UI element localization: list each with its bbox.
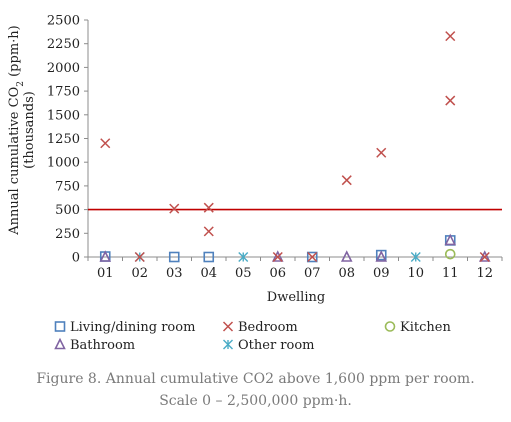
legend-label: Other room [238, 338, 315, 353]
legend-marker [223, 339, 233, 350]
data-point [134, 251, 145, 263]
data-point [203, 202, 214, 213]
y-tick-label: 1250 [47, 132, 80, 147]
y-tick-label: 2250 [47, 37, 80, 52]
data-point [100, 138, 111, 149]
x-tick-label: 04 [200, 266, 217, 281]
caption-line-1: Figure 8. Annual cumulative CO2 above 1,… [36, 371, 475, 387]
figure-caption: Figure 8. Annual cumulative CO2 above 1,… [0, 368, 511, 412]
legend-label: Bedroom [238, 320, 298, 335]
y-axis-title-line1: Annual cumulative CO2 (ppm·h) [7, 25, 26, 235]
x-tick-label: 08 [338, 266, 355, 281]
x-tick-label: 09 [373, 266, 390, 281]
x-tick-label: 07 [304, 266, 321, 281]
x-tick-label: 03 [166, 266, 183, 281]
x-tick-label: 01 [97, 266, 114, 281]
data-point [445, 31, 456, 42]
data-point [340, 250, 353, 262]
data-points [99, 31, 491, 263]
y-tick-label: 750 [55, 179, 80, 194]
chart: Annual cumulative CO2 (ppm·h) (thousands… [7, 14, 503, 353]
data-point [238, 252, 249, 262]
legend-marker [54, 321, 66, 332]
data-point [169, 203, 180, 214]
legend-item: Living/dining room [54, 320, 195, 335]
data-point [203, 251, 215, 263]
data-point [410, 252, 421, 262]
y-tick-label: 1500 [47, 108, 80, 123]
y-axis-title-line2: (thousands) [22, 91, 37, 169]
data-point [168, 251, 180, 263]
data-point [271, 250, 284, 262]
legend-label: Kitchen [400, 320, 451, 335]
y-tick-label: 250 [55, 227, 80, 242]
x-tick-label: 02 [131, 266, 148, 281]
legend-marker [384, 321, 396, 332]
data-point [478, 250, 491, 262]
legend-marker [54, 337, 66, 350]
data-point [444, 233, 457, 246]
data-point [479, 251, 490, 263]
data-point [376, 147, 387, 158]
x-tick-label: 05 [235, 266, 252, 281]
x-tick-label: 11 [442, 266, 459, 281]
axes [84, 19, 503, 261]
y-axis-title: Annual cumulative CO2 (ppm·h) (thousands… [7, 25, 37, 235]
data-point [99, 250, 112, 262]
x-tick-label: 12 [476, 266, 493, 281]
data-point [306, 251, 318, 263]
legend-item: Bedroom [222, 320, 298, 335]
data-point [307, 251, 318, 263]
legend-label: Bathroom [70, 338, 135, 353]
legend-item: Other room [223, 338, 315, 353]
legend-marker [222, 321, 234, 332]
data-point [272, 251, 283, 263]
y-tick-label: 0 [72, 251, 80, 266]
y-tick-label: 1750 [47, 85, 80, 100]
data-point [445, 95, 456, 106]
x-tick-label: 06 [269, 266, 286, 281]
legend-item: Kitchen [384, 320, 451, 335]
caption-line-2: Scale 0 – 2,500,000 ppm·h. [159, 393, 352, 409]
x-tick-label: 10 [407, 266, 424, 281]
y-tick-label: 2000 [47, 61, 80, 76]
legend: Living/dining room Bedroom Kitchen Bathroom… [54, 320, 451, 353]
data-point [341, 175, 352, 186]
data-point [203, 226, 214, 237]
y-tick-label: 500 [55, 203, 80, 218]
legend-item: Bathroom [54, 337, 135, 353]
x-axis-title: Dwelling [267, 290, 325, 305]
legend-label: Living/dining room [70, 320, 195, 335]
y-tick-label: 2500 [47, 14, 80, 29]
y-tick-label: 1000 [47, 156, 80, 171]
x-tick-labels: 01 02 03 04 05 06 07 08 09 10 11 12 [97, 266, 493, 281]
data-point [444, 248, 456, 260]
data-point [375, 250, 388, 262]
y-tick-labels: 0 250 500 750 1000 1250 1500 1750 2000 2250 2500 [47, 14, 80, 266]
